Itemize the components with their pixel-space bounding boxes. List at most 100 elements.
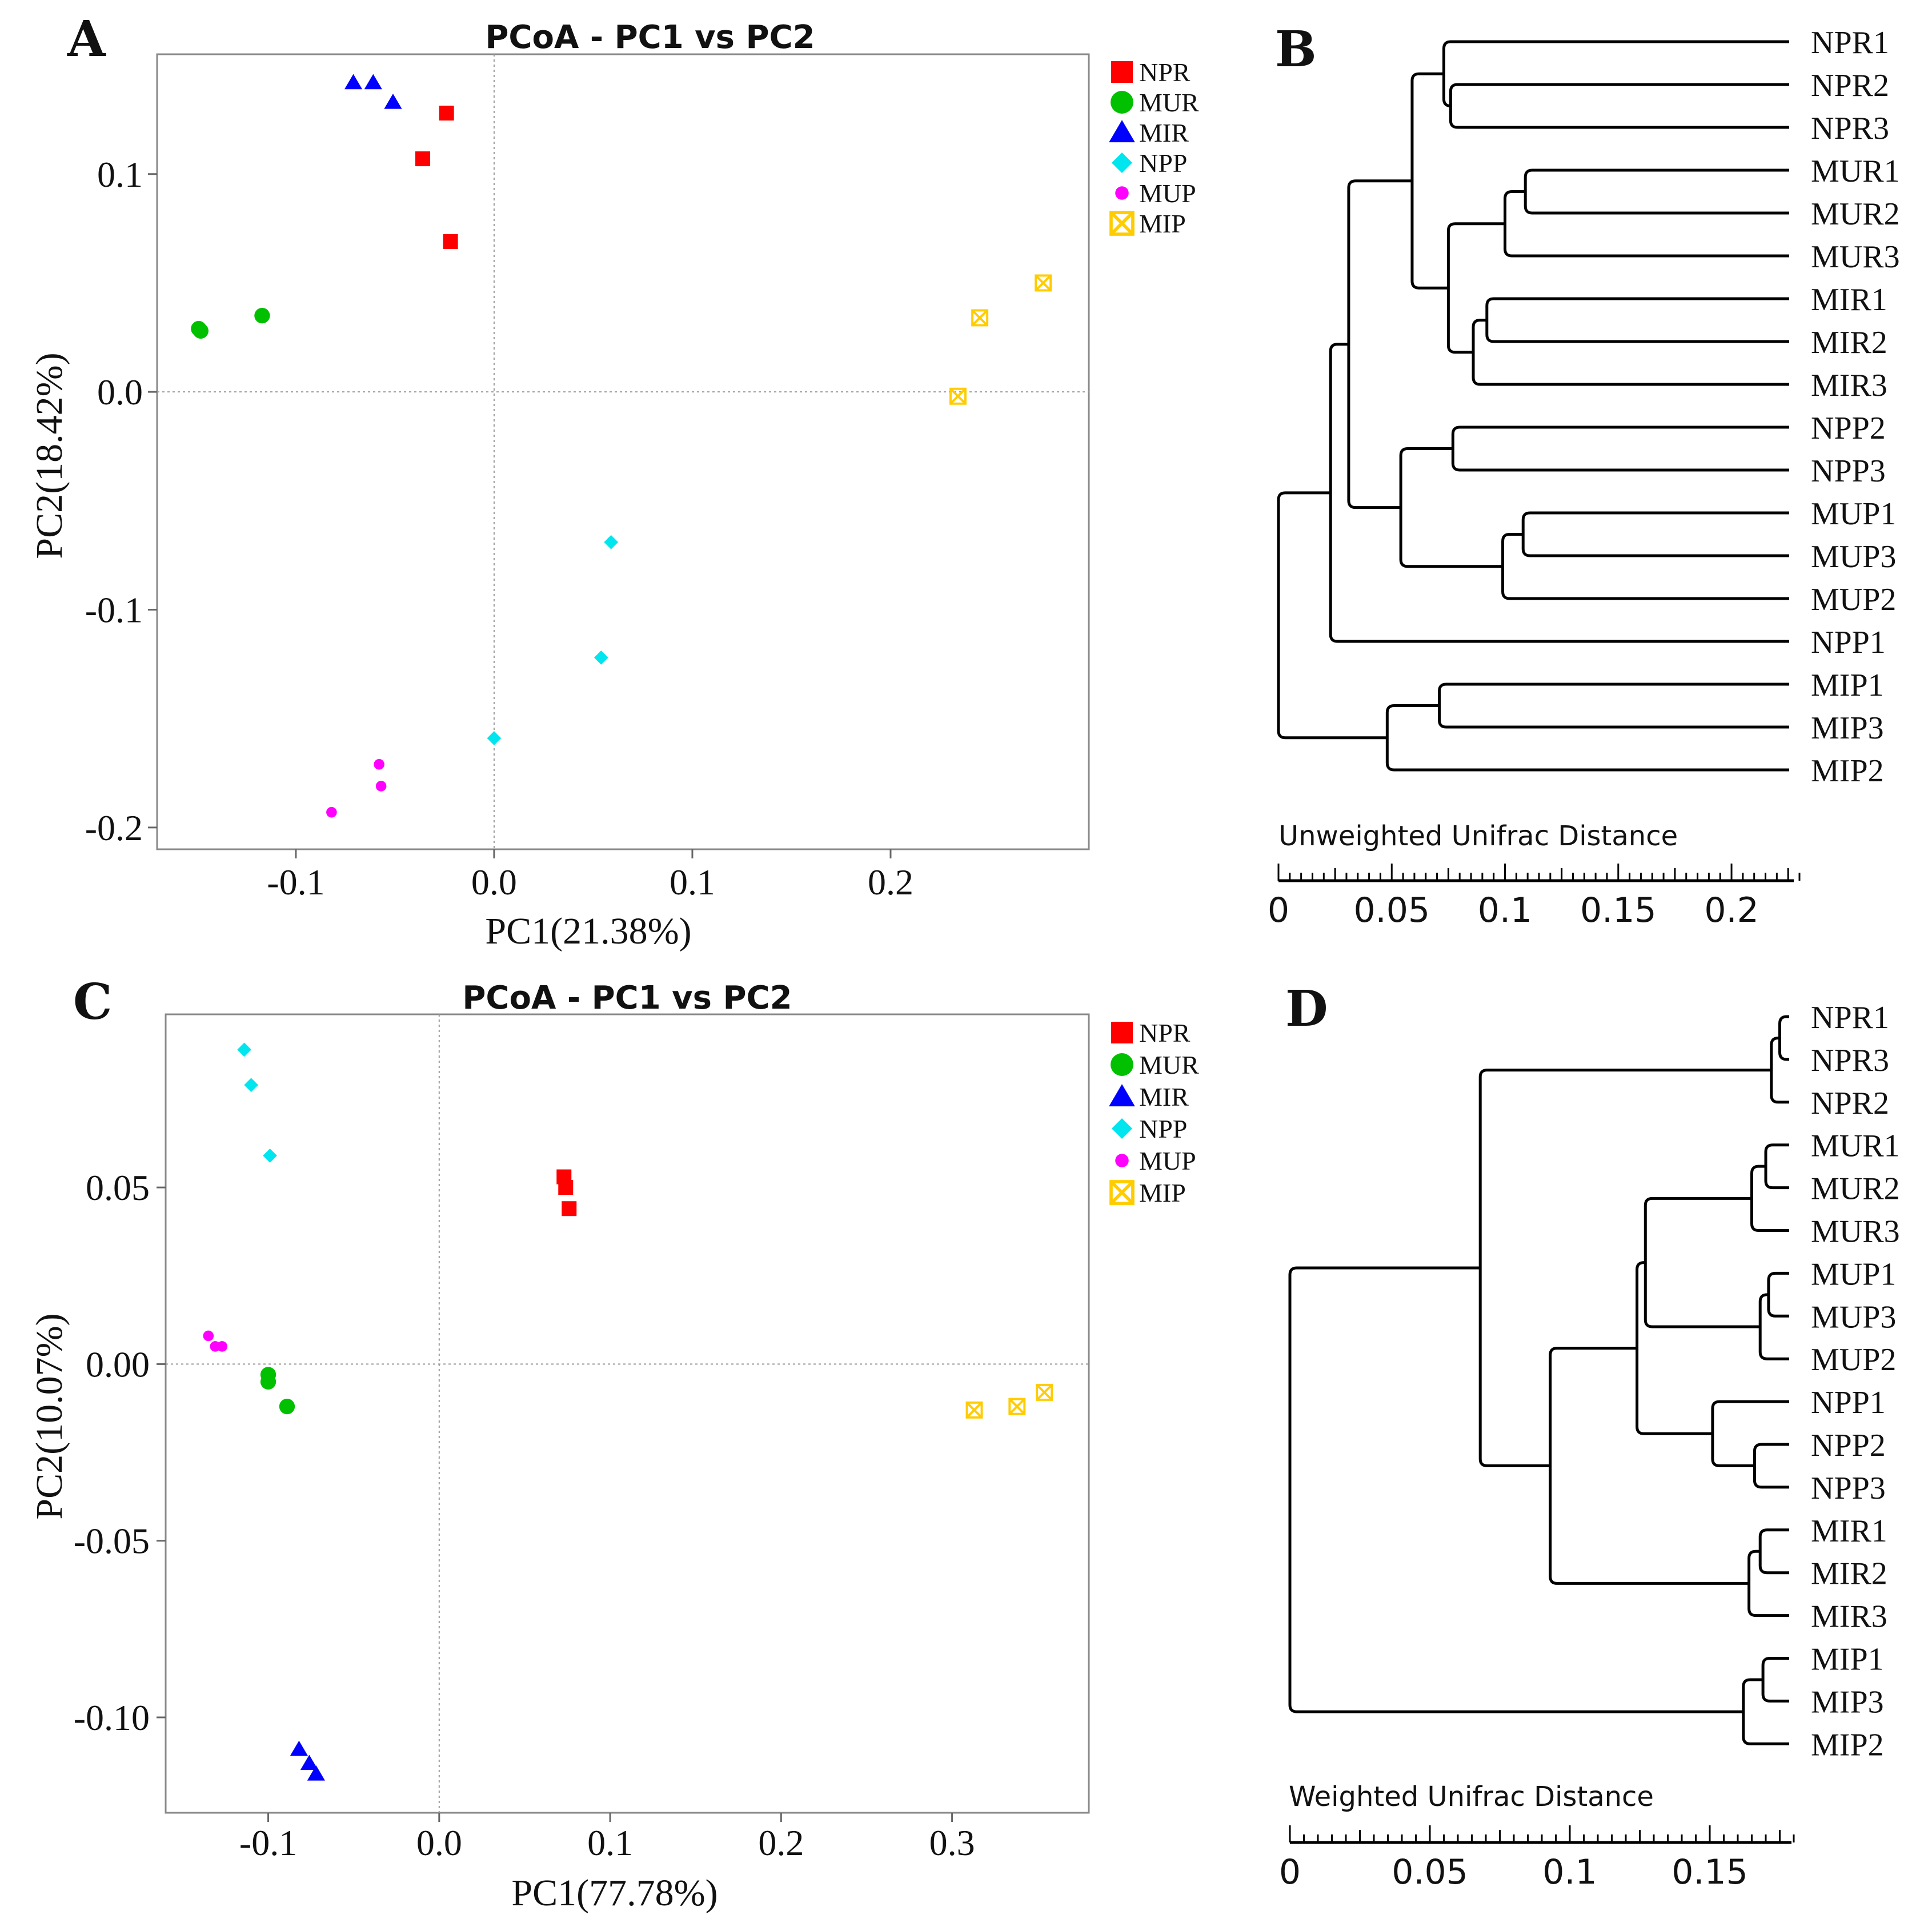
y-tick-label: 0.05 [86, 1167, 150, 1208]
leaf-label-mur1: MUR1 [1811, 154, 1900, 189]
point-mip [1036, 1383, 1053, 1401]
panel-letter-b: B [1275, 21, 1317, 78]
plot-title-a: PCoA - PC1 vs PC2 [485, 19, 815, 56]
y-tick-label: 0.0 [97, 372, 143, 412]
distance-tick-label: 0 [1268, 890, 1289, 930]
distance-tick-label: 0.2 [1704, 890, 1758, 930]
panel-letter-c: C [73, 973, 112, 1031]
plot-area-a: -0.1 0.0 0.1 0.2 0.1 0.0 -0.1 -0.2 [85, 54, 1089, 902]
legend-marker-npr [1111, 1022, 1133, 1043]
y-axis-label-c: PC2(10.07%) [29, 1313, 70, 1519]
x-tick-label: 0.0 [416, 1822, 462, 1863]
leaf-label-npp1: NPP1 [1811, 625, 1886, 660]
distance-tick-label: 0.15 [1580, 890, 1657, 930]
point-mur [279, 1398, 295, 1415]
leaf-label-mup3: MUP3 [1811, 539, 1896, 575]
leaf-label-npr1: NPR1 [1811, 1000, 1889, 1035]
point-npp [487, 731, 502, 745]
x-tick-label: 0.3 [929, 1822, 975, 1863]
dendrogram-b: NPR1 NPR2 NPR3 MUR1 MUR2 MUR3 MIR1 MIR2 MIR3 NPP2… [1268, 25, 1900, 930]
point-mip [1008, 1398, 1026, 1415]
leaf-label-mur2: MUR2 [1811, 1171, 1900, 1207]
y-tick-label: -0.1 [85, 589, 143, 630]
leaf-label-mir2: MIR2 [1811, 1556, 1887, 1592]
x-axis-label-a: PC1(21.38%) [485, 910, 691, 952]
distance-tick-label: 0.15 [1672, 1852, 1748, 1892]
plot-area-c: -0.1 0.0 0.1 0.2 0.3 0.05 0.00 -0.05 -0.10 [74, 1014, 1089, 1863]
y-axis-label-a: PC2(18.42%) [29, 352, 70, 559]
tree-branch [1501, 533, 1789, 600]
leaf-label-mup3: MUP3 [1811, 1299, 1896, 1335]
leaf-label-npp2: NPP2 [1811, 1428, 1886, 1463]
leaf-label-mip1: MIP1 [1811, 1642, 1884, 1677]
leaf-label-mir2: MIR2 [1811, 325, 1887, 360]
leaf-label-mir3: MIR3 [1811, 1599, 1887, 1635]
point-mir [290, 1740, 308, 1756]
point-mup [375, 781, 387, 792]
legend-marker-mur [1111, 1053, 1133, 1076]
panel-letter-d: D [1285, 980, 1328, 1038]
legend-marker-mip [1109, 1180, 1135, 1205]
legend-label-mir: MIR [1139, 118, 1189, 147]
panel-b: B NPR1NPR2NPR3MUR1MUR2MUR3MIR1MIR2MIR3NP… [1268, 21, 1900, 930]
point-npr [443, 234, 458, 249]
panel-c: C PCoA - PC1 vs PC2 -0.1 0.0 0.1 0.2 0.3 0.05… [29, 973, 1199, 1914]
distance-tick-label: 0 [1279, 1852, 1301, 1892]
legend-label-mur: MUR [1139, 1050, 1199, 1079]
legend-marker-mur [1111, 91, 1133, 114]
legend-marker-npp [1111, 152, 1133, 174]
legend-marker-mir [1109, 120, 1135, 143]
leaf-label-npp2: NPP2 [1811, 411, 1886, 446]
point-mup [217, 1341, 228, 1352]
leaf-label-mip3: MIP3 [1811, 710, 1884, 746]
x-axis-label-c: PC1(77.78%) [511, 1872, 718, 1914]
plot-title-c: PCoA - PC1 vs PC2 [462, 979, 792, 1017]
point-npp [244, 1078, 258, 1093]
leaf-label-mur2: MUR2 [1811, 196, 1900, 232]
point-mur [193, 323, 209, 339]
point-npr [439, 105, 454, 121]
point-npp [604, 535, 619, 549]
point-npp [594, 651, 608, 665]
tree-branch [1472, 319, 1789, 386]
legend-label-npr: NPR [1139, 1018, 1191, 1047]
leaf-label-mur1: MUR1 [1811, 1129, 1900, 1164]
tree-branch [1410, 72, 1449, 290]
leaf-label-mup2: MUP2 [1811, 582, 1896, 617]
leaf-label-npp1: NPP1 [1811, 1385, 1886, 1420]
panel-a: A PCoA - PC1 vs PC2 -0.1 0.0 0.1 0.20.10.0-… [29, 10, 1199, 952]
x-tick-label: 0.1 [670, 862, 715, 902]
point-mur [260, 1374, 276, 1390]
x-tick-label: -0.1 [239, 1822, 297, 1863]
x-tick-label: 0.2 [868, 862, 913, 902]
tree-branch [1524, 168, 1789, 215]
leaf-label-mur3: MUR3 [1811, 239, 1900, 275]
leaf-label-npr3: NPR3 [1811, 1043, 1889, 1078]
legend-marker-mir [1109, 1084, 1135, 1107]
x-tick-label: 0.2 [758, 1822, 804, 1863]
point-mip [965, 1401, 983, 1419]
legend-marker-mup [1115, 1154, 1129, 1167]
y-tick-label: 0.00 [86, 1344, 150, 1384]
point-mir [307, 1765, 325, 1781]
leaf-label-mup1: MUP1 [1811, 1256, 1896, 1292]
leaf-label-npr3: NPR3 [1811, 111, 1889, 146]
legend-marker-mip [1109, 211, 1135, 236]
point-npr [558, 1180, 574, 1195]
point-mup [374, 758, 384, 770]
point-mir [344, 74, 363, 90]
distance-tick-label: 0.1 [1478, 890, 1532, 930]
distance-tick-label: 0.05 [1392, 1852, 1468, 1892]
leaf-label-mir3: MIR3 [1811, 368, 1887, 403]
legend-label-mur: MUR [1139, 88, 1199, 117]
leaf-label-npp3: NPP3 [1811, 1471, 1886, 1506]
legend-marker-npp [1111, 1118, 1133, 1139]
distance-tick-label: 0.05 [1353, 890, 1430, 930]
legend-label-mir: MIR [1139, 1082, 1189, 1111]
distance-axis-label-d: Weighted Unifrac Distance [1289, 1781, 1654, 1813]
y-tick-label: -0.05 [74, 1521, 150, 1561]
point-mup [326, 806, 337, 818]
distance-tick-label: 0.1 [1542, 1852, 1597, 1892]
point-mir [384, 93, 402, 109]
legend-label-mup: MUP [1139, 1146, 1196, 1175]
